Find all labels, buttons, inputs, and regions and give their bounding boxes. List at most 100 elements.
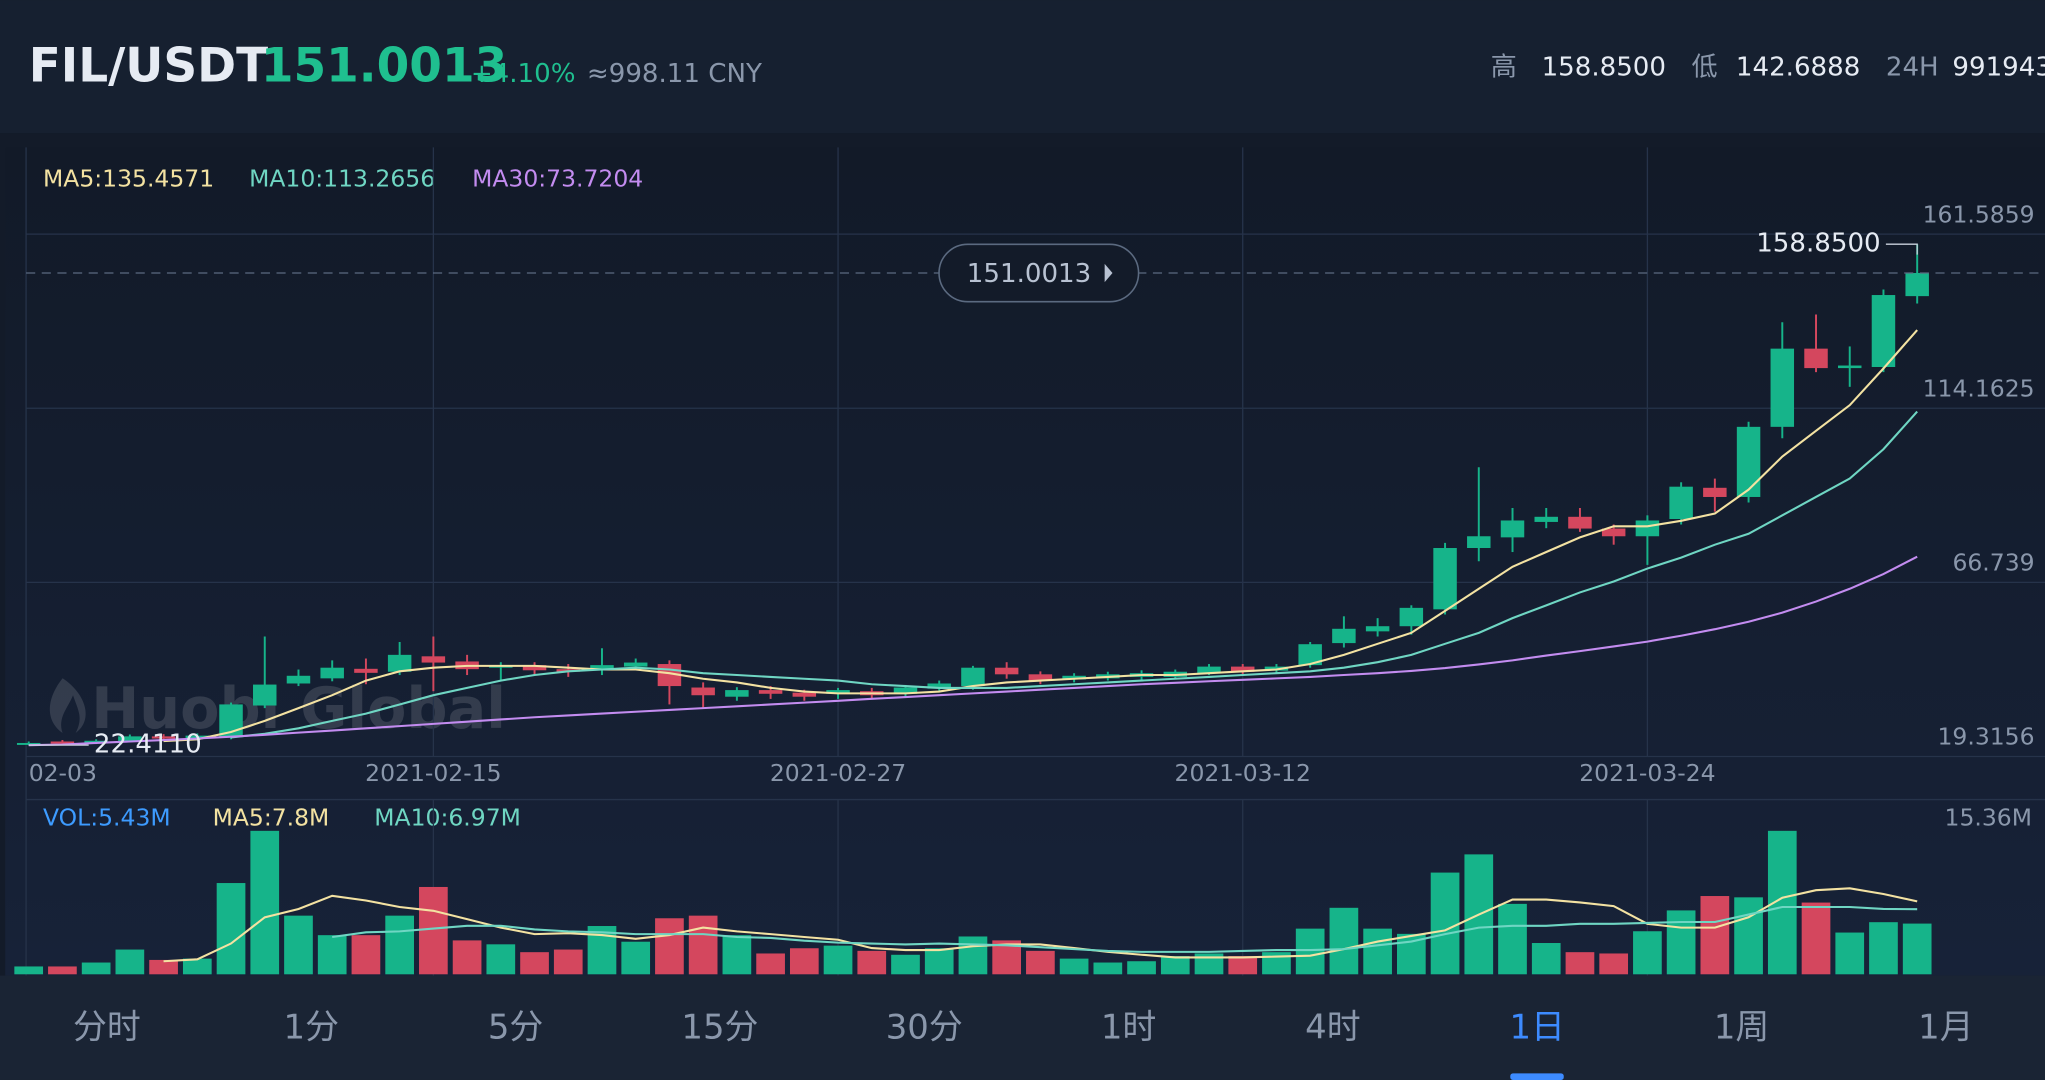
volume-bar [48,966,77,975]
ma-line [163,887,1918,963]
volume-bar [250,830,280,975]
vol-label: 24H [1886,52,1939,82]
volume-bar [1633,931,1662,975]
volume-bar [1801,902,1831,975]
volume-bar [1363,928,1392,975]
volume-bar [520,952,549,975]
timeframe-tab[interactable]: 1月 [1918,1008,1973,1047]
price-tag-label[interactable]: 151.0013 [967,259,1091,289]
volume-bar [284,915,313,975]
volume-bar [419,886,448,975]
timeframe-tab[interactable]: 1日 [1510,1008,1565,1047]
x-tick-label: 2021-02-27 [770,759,906,787]
timeframe-tab[interactable]: 5分 [488,1008,543,1047]
active-tab-indicator [1510,1073,1564,1080]
cny-price: ≈998.11 CNY [587,59,762,89]
x-tick-label: 2021-03-12 [1175,759,1311,787]
volume-bar [823,945,853,975]
volume-bar [857,950,887,975]
y-tick-label: 15.36M [1945,804,2032,832]
volume-bar [1734,897,1763,975]
candle-body [84,740,108,743]
candle-body [185,735,210,739]
volume-bar [1430,872,1460,975]
volume-bar [722,935,752,975]
last-price: 151.0013 [261,39,507,94]
high-label: 高 [1491,52,1517,82]
candle-body [691,687,715,696]
volume-bar [1869,922,1898,975]
candle-body [826,690,850,694]
y-tick-label: 66.739 [1952,549,2034,577]
volume-bar [1531,943,1561,975]
volume-bar [149,959,178,975]
volume-bar [1565,952,1595,975]
candle-body [50,741,75,744]
candle-body [1467,536,1491,549]
candle-body [1703,487,1727,497]
volume-bar [1160,956,1190,975]
header-bar [0,0,2045,134]
volume-bar [1835,932,1865,975]
timeframe-tab[interactable]: 1分 [284,1008,339,1047]
candle-body [421,656,446,663]
volume-bar [1127,961,1156,975]
volume-bar [1059,958,1089,975]
volume-bar [14,966,44,975]
volume-bar [317,935,347,975]
candle-body [118,736,142,742]
volume-bar [486,944,516,975]
volume-bar [891,954,920,975]
candle-body [16,742,41,745]
volume-bar [1228,956,1258,975]
timeframe-tab[interactable]: 4时 [1305,1008,1360,1047]
candle-body [1770,348,1795,427]
timeframe-tab[interactable]: 1周 [1714,1008,1769,1047]
volume-bar [789,948,819,975]
volume-bar [1026,950,1055,975]
candle-body [219,704,243,738]
candle-body [1601,528,1626,537]
volume-bar [1902,923,1932,975]
candle-body [1365,626,1390,632]
ma-line [332,905,1918,953]
volume-bar [452,940,482,975]
timeframe-tab[interactable]: 30分 [886,1008,963,1047]
volume-bar [1295,928,1325,975]
vol-ma-legend: MA5:7.8M [213,804,330,832]
change: +4.10% [471,59,576,89]
y-tick-label: 161.5859 [1923,200,2035,228]
ma-legend: MA10:113.2656 [249,165,435,193]
timeframe-tab[interactable]: 15分 [681,1008,758,1047]
candle-body [1736,426,1761,497]
candle-body [893,687,918,694]
price-tag-arrow[interactable] [1104,263,1113,283]
watermark-logo [49,678,86,734]
volume-bar [553,949,583,975]
candle-body [1332,628,1356,644]
timeframe-tab[interactable]: 1时 [1101,1008,1156,1047]
volume-bar [655,918,684,975]
candle-body [1871,295,1896,367]
candle-body [151,736,176,739]
candle-body [320,667,344,679]
ma-line [163,329,1918,743]
candle-body [522,665,547,671]
candle-body [1669,486,1693,520]
ma-legend: MA30:73.7204 [472,165,643,193]
volume-bar [688,915,718,975]
candle-body [994,667,1019,675]
volume-bar [1329,907,1359,975]
price-tag[interactable] [938,243,1140,303]
volume-bar [115,949,145,975]
candle-body [286,675,311,684]
high-24h: 158.8500 [1542,52,1666,82]
ma-line [28,555,1918,747]
candle-body [1534,516,1558,522]
ma-legend: MA5:135.4571 [43,165,214,193]
timeframe-tab[interactable]: 分时 [73,1008,141,1047]
y-tick-label: 114.1625 [1923,374,2035,402]
low-marker: 22.4110 [94,730,202,760]
volume-bar [756,953,785,975]
